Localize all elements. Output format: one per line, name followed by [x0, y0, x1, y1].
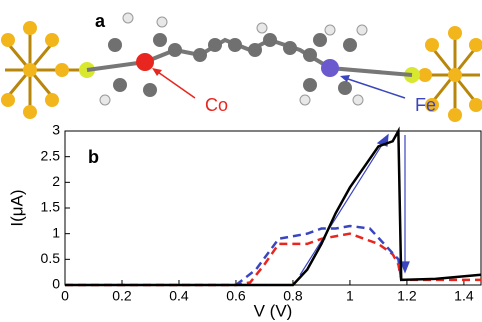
molecule [1, 13, 482, 122]
panel-label: b [88, 147, 99, 167]
x-tick-label: 1.2 [397, 288, 417, 304]
y-tick-label: 1.5 [41, 199, 61, 215]
y-tick-label: 2 [52, 173, 60, 189]
plot-frame [65, 131, 481, 285]
x-tick-label: 0.4 [169, 288, 189, 304]
data-line [236, 226, 401, 285]
y-tick-label: 1 [52, 224, 60, 240]
figure: a b Co Fe V (V) I(μA) 0 0.2 0.4 0.6 0.8 1 1.2 1… [0, 0, 482, 322]
x-tick-label: 0.2 [112, 288, 132, 304]
data-line [65, 234, 481, 285]
x-tick-label: 0 [61, 288, 69, 304]
y-axis-label: I(μA) [7, 189, 26, 226]
annotation: Fe [415, 95, 436, 115]
y-tick-label: 0 [52, 276, 60, 292]
x-tick-label: 0.8 [283, 288, 303, 304]
x-tick-label: 0.6 [226, 288, 246, 304]
x-tick-label: 1.4 [454, 288, 474, 304]
annotation: Co [205, 95, 228, 115]
y-tick-label: 2.5 [41, 147, 61, 163]
x-axis-label: V (V) [254, 301, 293, 320]
x-tick-label: 1 [346, 288, 354, 304]
y-tick-label: 3 [52, 122, 60, 138]
data-line [65, 131, 481, 285]
y-tick-label: 0.5 [41, 250, 61, 266]
panel-label: a [95, 11, 106, 31]
